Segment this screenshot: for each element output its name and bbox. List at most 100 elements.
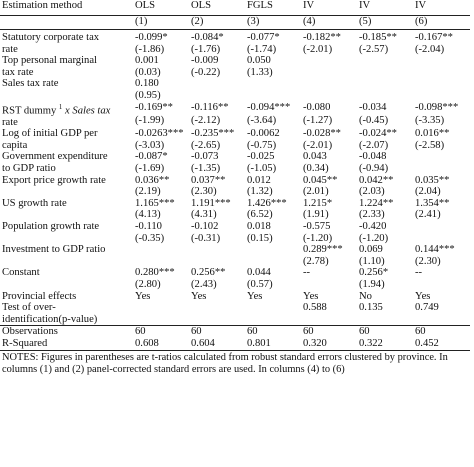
row-constant-t: (2.80) (2.43) (0.57) (1.94) <box>0 279 470 291</box>
row-gov-exp-coef: Government expenditure to GDP ratio -0.08… <box>0 151 470 174</box>
row-export-price-t: (2.19) (2.30) (1.32) (2.01) (2.03) (2.04… <box>0 186 470 198</box>
t-ratio-cell: (-3.64) <box>247 114 277 126</box>
stat-cell: 60 <box>191 326 202 338</box>
t-ratio-cell: (-1.99) <box>135 114 165 126</box>
t-ratio-cell <box>357 90 413 102</box>
variable-constant: Constant <box>2 267 40 279</box>
method-col-5: IV <box>359 0 371 11</box>
t-ratio-cell: (2.04) <box>415 186 441 198</box>
column-number-4: (4) <box>301 15 357 30</box>
stat-cell <box>245 302 301 325</box>
coef-cell: -0.098*** <box>415 101 459 113</box>
coef-cell: -0.0263*** <box>135 128 184 140</box>
coef-cell: -0.235*** <box>191 128 235 140</box>
row-observations: Observations 60 60 60 60 60 60 <box>0 326 470 338</box>
t-ratio-cell: (2.78) <box>303 255 329 267</box>
stat-cell <box>189 302 245 325</box>
stat-cell: 0.608 <box>133 337 189 351</box>
row-rst-dummy-coef: RST dummy 1 x Sales tax rate -0.169** -0.… <box>0 101 470 128</box>
row-constant-coef: Constant 0.280*** 0.256** 0.044 -- 0.256… <box>0 267 470 279</box>
t-ratio-cell: (-3.35) <box>415 114 445 126</box>
column-number-spacer <box>0 15 133 30</box>
coef-cell: 0.256* <box>359 267 389 279</box>
coef-cell: 0.256** <box>191 267 226 279</box>
method-col-4: IV <box>303 0 315 11</box>
t-ratio-cell <box>301 279 357 291</box>
t-ratio-cell: (0.34) <box>303 163 329 175</box>
coef-cell: -0.048 <box>359 151 387 163</box>
t-ratio-cell: (2.43) <box>191 279 217 290</box>
variable-export-price-growth: Export price growth rate <box>2 174 106 186</box>
row-population-t: (-0.35) (-0.31) (0.15) (-1.20) (-1.20) <box>0 233 470 245</box>
t-ratio-cell <box>189 256 245 268</box>
coef-cell: 0.036** <box>135 174 170 186</box>
t-ratio-cell: (0.57) <box>247 279 273 290</box>
coef-cell: -0.102 <box>191 221 219 233</box>
coef-cell: 0.144*** <box>415 244 455 256</box>
t-ratio-cell: (-2.01) <box>303 43 333 55</box>
coef-cell: -0.073 <box>191 151 219 163</box>
coef-cell: -0.028** <box>303 128 341 140</box>
stat-cell: 60 <box>303 326 314 338</box>
stat-cell: 60 <box>415 326 426 338</box>
stat-cell: 60 <box>135 326 146 338</box>
coef-cell: -0.094*** <box>247 101 291 113</box>
t-ratio-cell: (2.30) <box>191 186 217 198</box>
t-ratio-cell: (-0.22) <box>191 66 221 78</box>
coef-cell: -- <box>303 267 311 279</box>
provincial-effects-label: Provincial effects <box>2 290 77 302</box>
coef-cell: 0.280*** <box>135 267 175 279</box>
row-statutory-tax-coef: Statutory corporate tax rate -0.099* -0.0… <box>0 30 470 55</box>
t-ratio-cell: (2.19) <box>135 186 161 198</box>
coef-cell: -0.575 <box>303 221 331 233</box>
t-ratio-cell <box>413 90 470 102</box>
row-top-personal-coef: Top personal marginal tax rate 0.001 -0.0… <box>0 55 470 78</box>
stat-cell: Yes <box>303 290 319 302</box>
t-ratio-cell <box>413 279 470 291</box>
coef-cell: -0.009 <box>191 55 219 67</box>
coef-cell: 0.018 <box>247 221 271 233</box>
coef-cell <box>189 244 245 256</box>
t-ratio-cell: (-1.76) <box>191 43 221 55</box>
coef-cell: 0.001 <box>135 55 159 67</box>
coef-cell: -0.025 <box>247 151 275 163</box>
t-ratio-cell: (2.33) <box>359 209 385 221</box>
row-statutory-tax-t: (-1.86) (-1.76) (-1.74) (-2.01) (-2.57) … <box>0 44 470 56</box>
t-ratio-cell: (-0.94) <box>359 163 389 175</box>
stat-cell: Yes <box>135 290 151 302</box>
coef-cell: 0.069 <box>359 244 383 256</box>
coef-cell: 1.191*** <box>191 197 231 209</box>
stat-cell: 0.801 <box>245 337 301 351</box>
row-us-growth-coef: US growth rate 1.165*** 1.191*** 1.426**… <box>0 198 470 210</box>
variable-population-growth: Population growth rate <box>2 221 100 233</box>
stat-cell: 0.135 <box>359 302 383 314</box>
coef-cell: 1.354** <box>415 197 450 209</box>
coef-cell: 0.289*** <box>303 244 343 256</box>
method-col-1: OLS <box>135 0 156 11</box>
t-ratio-cell: (1.10) <box>359 255 385 267</box>
t-ratio-cell: (4.13) <box>135 209 161 221</box>
variable-top-personal-tax: Top personal marginal tax rate <box>2 55 97 78</box>
t-ratio-cell: (0.03) <box>135 66 161 78</box>
row-sales-tax-coef: Sales tax rate 0.180 <box>0 78 470 90</box>
coef-cell: 0.016** <box>415 128 450 140</box>
coef-cell <box>133 244 189 256</box>
coef-cell: 1.215* <box>303 197 333 209</box>
t-ratio-cell <box>245 90 301 102</box>
t-ratio-cell: (2.41) <box>415 209 441 221</box>
t-ratio-cell: (-1.74) <box>247 43 277 55</box>
coef-cell <box>413 151 470 163</box>
t-ratio-cell: (4.31) <box>191 209 217 221</box>
row-sales-tax-t: (0.95) <box>0 90 470 102</box>
t-ratio-cell: (2.30) <box>415 255 441 267</box>
row-separator <box>0 325 470 327</box>
coef-cell <box>245 78 301 90</box>
row-r-squared: R-Squared 0.608 0.604 0.801 0.320 0.322 … <box>0 337 470 351</box>
stat-cell: 0.749 <box>415 302 439 314</box>
variable-rst-dummy: RST dummy 1 x Sales tax rate <box>2 102 111 128</box>
t-ratio-cell: (-0.75) <box>247 139 277 151</box>
t-ratio-cell: (-1.35) <box>191 163 221 175</box>
stat-cell: 0.604 <box>189 337 245 351</box>
t-ratio-cell: (-1.05) <box>247 163 277 175</box>
coef-cell: 0.012 <box>247 174 271 186</box>
